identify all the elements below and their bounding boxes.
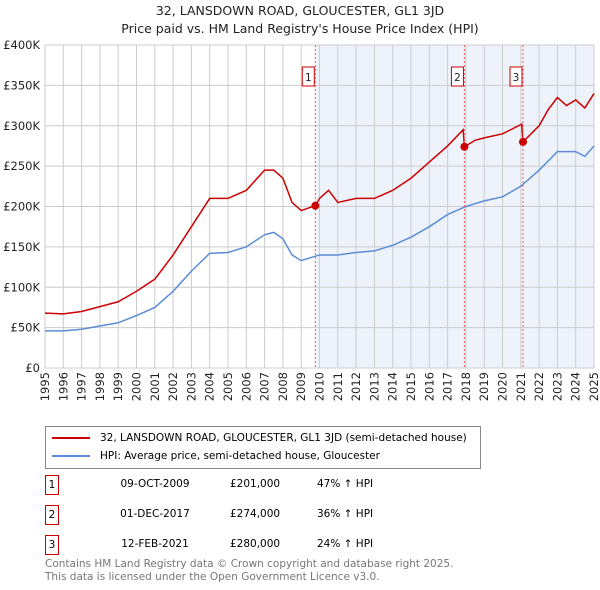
sale-marker-box: 3 bbox=[45, 535, 59, 555]
x-tick-label: 2024 bbox=[569, 372, 583, 401]
x-tick-label: 2018 bbox=[459, 372, 473, 401]
sale-hpi: 36% ↑ HPI bbox=[317, 508, 374, 520]
x-tick-label: 2020 bbox=[496, 372, 510, 401]
y-tick-label: £100K bbox=[3, 280, 40, 294]
x-tick-label: 2001 bbox=[148, 372, 162, 401]
sale-point bbox=[311, 201, 320, 210]
x-tick-label: 2012 bbox=[349, 372, 363, 401]
sale-point bbox=[460, 142, 469, 151]
x-tick-label: 1998 bbox=[93, 372, 107, 401]
sale-label: 1 bbox=[305, 72, 312, 84]
y-tick-label: £50K bbox=[11, 321, 41, 335]
x-tick-label: 2003 bbox=[184, 372, 198, 401]
sale-date: 01-DEC-2017 bbox=[120, 508, 190, 520]
sale-marker-box: 1 bbox=[45, 475, 59, 495]
x-tick-label: 2021 bbox=[514, 372, 528, 401]
x-tick-label: 2009 bbox=[294, 372, 308, 401]
footer-line: Contains HM Land Registry data © Crown c… bbox=[45, 558, 454, 570]
sale-hpi: 24% ↑ HPI bbox=[317, 538, 374, 550]
footer-line: This data is licensed under the Open Gov… bbox=[45, 571, 380, 583]
sale-date: 09-OCT-2009 bbox=[120, 478, 190, 490]
x-tick-label: 2019 bbox=[477, 372, 491, 401]
sale-label-box bbox=[301, 66, 315, 87]
legend-swatch-blue bbox=[52, 455, 90, 457]
y-tick-label: £200K bbox=[3, 200, 40, 214]
sale-price: £280,000 bbox=[230, 538, 281, 550]
plot-area: 1995 1996 1997 1998 1999 2000 2001 2002 2003 2004… bbox=[3, 38, 600, 401]
x-tick-label: 2006 bbox=[239, 372, 253, 401]
y-tick-label: £400K bbox=[3, 38, 40, 52]
x-tick-label: 2016 bbox=[422, 372, 436, 401]
x-tick-label: 1997 bbox=[75, 372, 89, 401]
x-tick-label: 2011 bbox=[331, 372, 345, 401]
y-tick-label: £250K bbox=[3, 159, 40, 173]
x-tick-label: 2013 bbox=[367, 372, 381, 401]
sale-label: 3 bbox=[513, 72, 520, 84]
x-tick-label: 2017 bbox=[441, 372, 455, 401]
x-tick-label: 2025 bbox=[587, 372, 600, 401]
x-tick-label: 2015 bbox=[404, 372, 418, 401]
series-line bbox=[44, 93, 595, 315]
y-tick-label: £150K bbox=[3, 240, 40, 254]
x-tick-label: 2000 bbox=[130, 372, 144, 401]
x-tick-label: 1999 bbox=[111, 372, 125, 401]
y-tick-label: £300K bbox=[3, 119, 40, 133]
y-tick-label: £350K bbox=[3, 78, 40, 92]
sale-hpi: 47% ↑ HPI bbox=[317, 478, 374, 490]
x-tick-label: 2007 bbox=[258, 372, 272, 401]
chart-title: 32, LANSDOWN ROAD, GLOUCESTER, GL1 3JD bbox=[155, 3, 445, 18]
x-tick-label: 2002 bbox=[166, 372, 180, 401]
legend-label-hpi: HPI: Average price, semi-detached house,… bbox=[100, 450, 380, 462]
sale-price: £201,000 bbox=[230, 478, 281, 490]
legend: 32, LANSDOWN ROAD, GLOUCESTER, GL1 3JD (… bbox=[45, 426, 481, 469]
sale-row: 1 09-OCT-2009 £201,000 47% ↑ HPI bbox=[45, 475, 445, 495]
x-tick-label: 2010 bbox=[313, 372, 327, 401]
sale-price: £274,000 bbox=[230, 508, 281, 520]
sale-row: 3 12-FEB-2021 £280,000 24% ↑ HPI bbox=[45, 535, 445, 555]
x-tick-label: 1995 bbox=[38, 372, 52, 401]
sale-label: 2 bbox=[454, 72, 461, 84]
sale-label-box bbox=[509, 66, 523, 87]
x-tick-label: 2008 bbox=[276, 372, 290, 401]
x-tick-label: 2014 bbox=[386, 372, 400, 401]
footer: Contains HM Land Registry data © Crown c… bbox=[45, 558, 453, 584]
x-tick-label: 2023 bbox=[550, 372, 564, 401]
x-tick-label: 2005 bbox=[221, 372, 235, 401]
sale-row: 2 01-DEC-2017 £274,000 36% ↑ HPI bbox=[45, 505, 445, 525]
sale-label-box bbox=[450, 66, 464, 87]
y-tick-label: £0 bbox=[25, 361, 40, 375]
x-tick-label: 1996 bbox=[56, 372, 70, 401]
legend-label-property: 32, LANSDOWN ROAD, GLOUCESTER, GL1 3JD (… bbox=[100, 432, 467, 444]
sale-date: 12-FEB-2021 bbox=[121, 538, 189, 550]
series-line bbox=[45, 145, 595, 332]
x-tick-label: 2022 bbox=[532, 372, 546, 401]
chart-subtitle: Price paid vs. HM Land Registry's House … bbox=[121, 21, 479, 36]
sale-marker-box: 2 bbox=[45, 505, 59, 525]
x-tick-label: 2004 bbox=[203, 372, 217, 401]
legend-swatch-red bbox=[52, 437, 90, 439]
sale-point bbox=[518, 137, 527, 146]
